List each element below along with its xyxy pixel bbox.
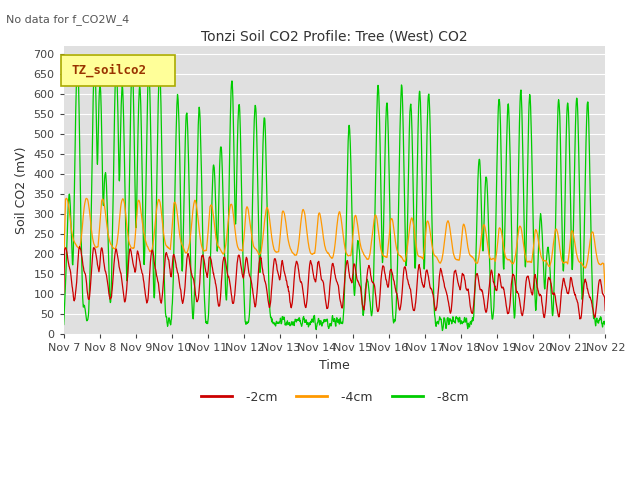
Y-axis label: Soil CO2 (mV): Soil CO2 (mV) (15, 146, 28, 234)
Title: Tonzi Soil CO2 Profile: Tree (West) CO2: Tonzi Soil CO2 Profile: Tree (West) CO2 (201, 29, 468, 43)
Text: TZ_soilco2: TZ_soilco2 (72, 64, 147, 77)
Legend:  -2cm,  -4cm,  -8cm: -2cm, -4cm, -8cm (196, 385, 474, 408)
X-axis label: Time: Time (319, 359, 350, 372)
Text: No data for f_CO2W_4: No data for f_CO2W_4 (6, 14, 130, 25)
FancyBboxPatch shape (61, 55, 175, 86)
